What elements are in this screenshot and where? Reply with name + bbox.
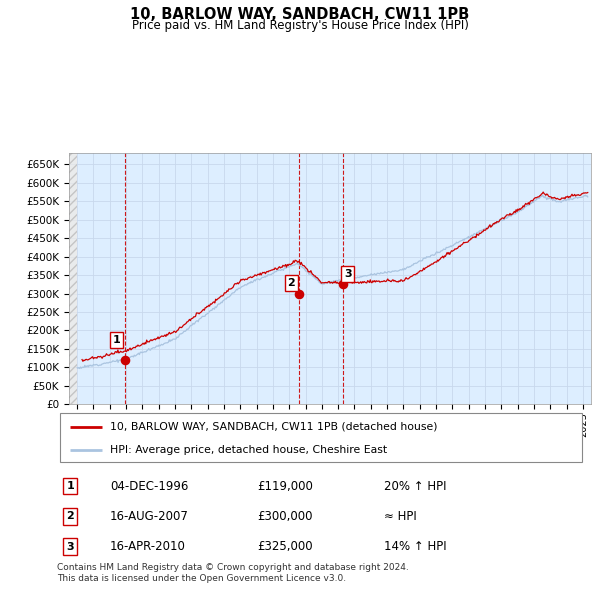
Text: 3: 3 — [67, 542, 74, 552]
Text: Price paid vs. HM Land Registry's House Price Index (HPI): Price paid vs. HM Land Registry's House … — [131, 19, 469, 32]
Text: 20% ↑ HPI: 20% ↑ HPI — [385, 480, 447, 493]
Text: 3: 3 — [344, 269, 352, 279]
Point — [120, 356, 130, 365]
Bar — [69, 153, 77, 404]
Text: Contains HM Land Registry data © Crown copyright and database right 2024.
This d: Contains HM Land Registry data © Crown c… — [57, 563, 409, 583]
Text: 10, BARLOW WAY, SANDBACH, CW11 1PB: 10, BARLOW WAY, SANDBACH, CW11 1PB — [130, 7, 470, 22]
Text: 2: 2 — [67, 512, 74, 522]
Text: 16-APR-2010: 16-APR-2010 — [110, 540, 185, 553]
Text: 04-DEC-1996: 04-DEC-1996 — [110, 480, 188, 493]
Point — [295, 289, 304, 298]
Text: 1: 1 — [113, 335, 121, 345]
Point — [338, 280, 347, 289]
FancyBboxPatch shape — [59, 413, 583, 461]
Text: 14% ↑ HPI: 14% ↑ HPI — [385, 540, 447, 553]
Text: £119,000: £119,000 — [257, 480, 314, 493]
Text: 1: 1 — [67, 481, 74, 491]
Text: HPI: Average price, detached house, Cheshire East: HPI: Average price, detached house, Ches… — [110, 445, 387, 455]
Bar — [69, 153, 77, 404]
Text: 10, BARLOW WAY, SANDBACH, CW11 1PB (detached house): 10, BARLOW WAY, SANDBACH, CW11 1PB (deta… — [110, 422, 437, 432]
Text: 2: 2 — [287, 278, 295, 288]
Text: £325,000: £325,000 — [257, 540, 313, 553]
Text: 16-AUG-2007: 16-AUG-2007 — [110, 510, 188, 523]
Text: ≈ HPI: ≈ HPI — [385, 510, 417, 523]
Text: £300,000: £300,000 — [257, 510, 313, 523]
